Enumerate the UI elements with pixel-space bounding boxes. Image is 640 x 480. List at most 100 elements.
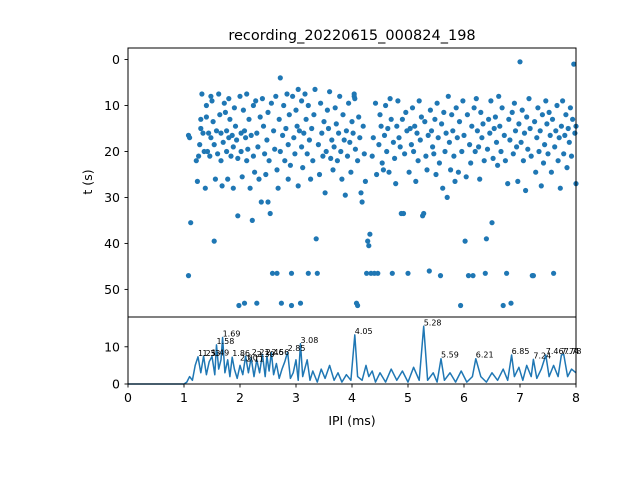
scatter-point	[295, 183, 301, 189]
scatter-point	[379, 160, 385, 166]
histogram-line	[128, 325, 577, 385]
scatter-point	[443, 130, 449, 136]
scatter-point	[284, 91, 290, 97]
scatter-point	[504, 270, 510, 276]
scatter-point	[269, 270, 276, 276]
scatter-point	[341, 137, 347, 143]
scatter-point	[203, 114, 209, 120]
scatter-point	[209, 98, 215, 104]
scatter-point	[486, 116, 492, 122]
x-tick-label: 5	[404, 390, 412, 405]
scatter-point	[185, 273, 192, 279]
scatter-point	[334, 158, 340, 164]
scatter-point	[193, 158, 199, 164]
scatter-point	[519, 107, 525, 113]
scatter-point	[470, 273, 476, 279]
scatter-point	[322, 190, 328, 196]
scatter-point	[548, 169, 555, 175]
scatter-point	[292, 151, 298, 157]
x-tick-label: 1	[180, 390, 188, 405]
scatter-point	[321, 119, 327, 125]
peak-label: 1.69	[223, 330, 241, 339]
scatter-point	[516, 121, 522, 127]
scatter-point	[492, 114, 498, 120]
scatter-point	[198, 116, 204, 122]
scatter-point	[532, 119, 538, 125]
scatter-point	[453, 105, 459, 111]
scatter-point	[433, 171, 439, 178]
peak-label: 6.21	[476, 351, 494, 360]
scatter-point	[563, 112, 569, 118]
scatter-point	[455, 169, 461, 175]
scatter-point	[306, 137, 312, 143]
scatter-point	[256, 176, 262, 182]
scatter-point	[320, 153, 326, 159]
scatter-point	[487, 130, 493, 136]
scatter-point	[235, 213, 241, 219]
scatter-point	[352, 96, 358, 102]
scatter-point	[397, 144, 403, 150]
scatter-point	[273, 93, 279, 99]
scatter-point	[399, 116, 405, 122]
scatter-point	[230, 144, 236, 150]
scatter-point	[355, 302, 361, 309]
scatter-point	[244, 158, 250, 164]
scatter-point	[376, 142, 382, 148]
bottom-axes-ticks: 0 1 2 3 4 5 6 7 8 0 10	[104, 339, 580, 405]
scatter-point	[483, 236, 489, 242]
scatter-point	[489, 220, 495, 226]
scatter-point	[413, 178, 419, 184]
scatter-point	[240, 107, 246, 113]
scatter-point	[553, 128, 559, 134]
y-tick-label: 10	[104, 339, 120, 354]
scatter-point	[405, 270, 411, 276]
scatter-point	[403, 109, 409, 115]
y-tick-label: 50	[104, 282, 120, 297]
scatter-point	[469, 123, 475, 129]
scatter-point	[461, 132, 467, 138]
scatter-point	[389, 270, 395, 276]
scatter-point	[409, 105, 416, 111]
scatter-point	[472, 148, 478, 155]
scatter-point	[340, 112, 346, 118]
scatter-point	[290, 93, 296, 99]
scatter-point	[482, 270, 488, 276]
scatter-point	[308, 176, 314, 182]
scatter-point	[520, 158, 527, 164]
scatter-point	[536, 148, 542, 155]
peak-label: 4.05	[355, 327, 373, 336]
scatter-point	[287, 162, 293, 168]
scatter-point	[497, 123, 503, 129]
scatter-point	[294, 123, 300, 129]
scatter-point	[428, 128, 435, 134]
scatter-point	[369, 153, 375, 159]
scatter-point	[402, 151, 408, 157]
scatter-point	[332, 105, 338, 111]
scatter-point	[415, 158, 421, 164]
scatter-point	[535, 105, 541, 111]
scatter-point	[549, 116, 556, 122]
scatter-point	[432, 116, 438, 122]
scatter-point	[462, 238, 468, 244]
scatter-point	[416, 98, 422, 104]
scatter-point	[458, 302, 464, 309]
scatter-point	[367, 231, 373, 237]
peak-label: 7.74	[561, 347, 579, 356]
scatter-point	[230, 185, 236, 191]
scatter-point	[425, 132, 431, 138]
scatter-point	[480, 121, 486, 127]
peak-label: 1.33	[203, 349, 221, 358]
scatter-point	[479, 135, 485, 141]
scatter-point	[377, 112, 383, 118]
scatter-point	[493, 139, 500, 145]
scatter-point	[325, 125, 332, 132]
scatter-point	[359, 199, 365, 205]
scatter-point	[547, 132, 553, 138]
scatter-point	[278, 300, 284, 306]
scatter-point	[349, 119, 355, 125]
scatter-point	[300, 165, 306, 171]
scatter-point	[361, 151, 367, 157]
scatter-point	[198, 125, 204, 132]
scatter-point	[491, 125, 497, 132]
scatter-point	[436, 160, 442, 166]
